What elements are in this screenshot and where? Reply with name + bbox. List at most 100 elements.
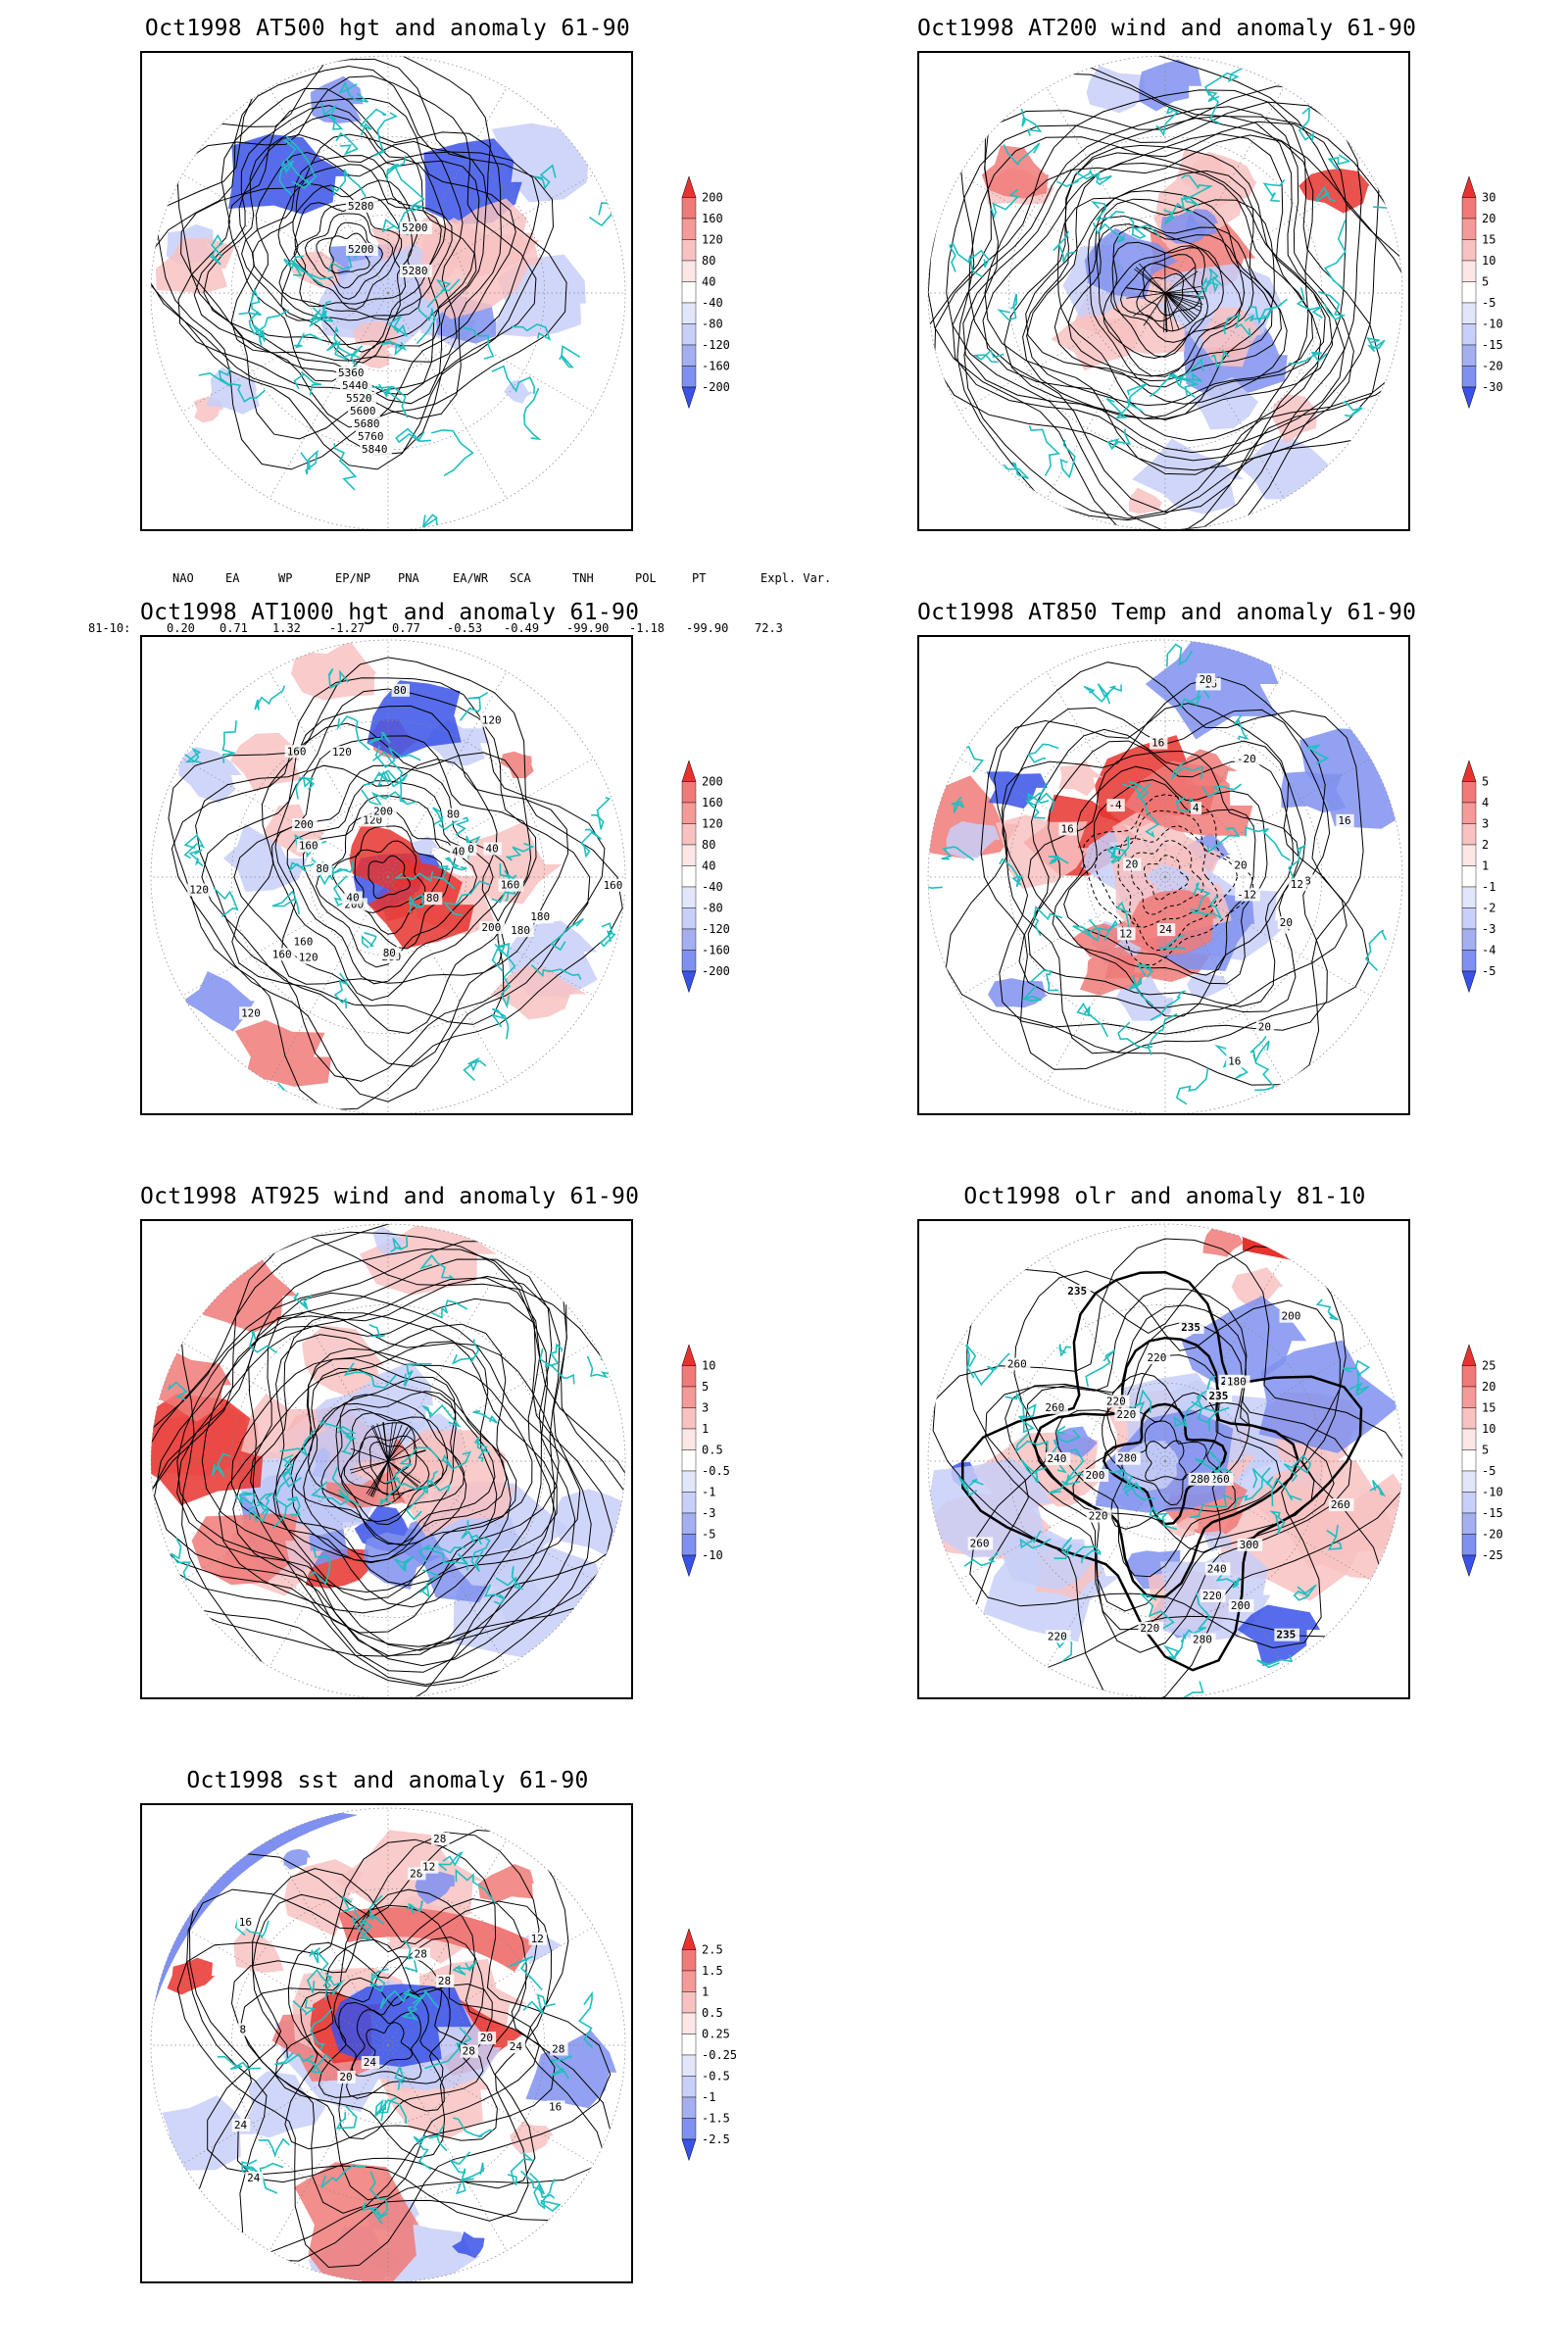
coastline — [1180, 1592, 1211, 1643]
contour-label: 12 — [531, 1933, 544, 1945]
contour-label: 28 — [433, 1833, 446, 1845]
coastline — [310, 2008, 333, 2050]
streamline — [1067, 198, 1273, 377]
colorbar-tick-label: -80 — [702, 318, 723, 331]
coastline — [394, 2065, 406, 2090]
map-frame: 28 24 28 24 20 16 12 8 24 28 16 12 20 24 28 28 28 — [140, 1803, 633, 2283]
contour-label: 80 — [447, 808, 460, 821]
polar-map — [927, 55, 1403, 529]
streamline — [1164, 292, 1194, 321]
coastline — [1223, 314, 1251, 339]
contour-line — [1063, 779, 1256, 976]
coastline — [308, 1545, 331, 1586]
contour-line — [278, 184, 414, 320]
contour-line — [177, 87, 502, 419]
coastline — [1019, 1530, 1052, 1549]
coastline — [436, 1851, 464, 1872]
coastline — [1364, 929, 1387, 971]
coastline — [1033, 906, 1063, 937]
coastline — [1318, 290, 1347, 320]
coastline — [1146, 1012, 1178, 1049]
streamline — [387, 1460, 421, 1484]
map-boundary — [150, 1807, 626, 2281]
coastline — [459, 692, 489, 721]
map-boundary — [150, 639, 626, 1113]
streamline — [386, 1460, 389, 1500]
coastline — [997, 293, 1018, 321]
coastline — [418, 1569, 439, 1598]
coastline — [452, 1960, 478, 1976]
coastline — [1091, 201, 1125, 220]
contour-label: 120 — [189, 884, 209, 897]
coastline — [1072, 918, 1101, 942]
coastline — [306, 1968, 331, 2000]
contour-line — [233, 735, 537, 1035]
coastline — [578, 1990, 594, 2049]
coastline — [1109, 845, 1122, 864]
contour-line — [960, 1270, 1363, 1672]
colorbar-tick-label: -15 — [1482, 1506, 1503, 1520]
contour-line — [293, 203, 403, 311]
coastline — [539, 1348, 575, 1385]
coastline — [359, 108, 387, 136]
streamline — [1143, 272, 1184, 317]
coastline — [1121, 1470, 1145, 1497]
coastline — [314, 300, 334, 322]
contour-line — [368, 855, 411, 900]
panel-title: Oct1998 AT1000 hgt and anomaly 61-90 — [140, 600, 640, 625]
contour-label: 120 — [241, 1006, 261, 1019]
coastline — [271, 1457, 293, 1529]
contour-line — [354, 840, 426, 913]
colorbar-tick-label: 5 — [1482, 775, 1489, 789]
coastline — [278, 159, 295, 196]
coastline — [1180, 194, 1200, 209]
coastline — [211, 1452, 232, 1478]
streamline — [1164, 270, 1199, 294]
coastline — [444, 857, 467, 871]
coastline — [1196, 1375, 1216, 1412]
contour-label: 5840 — [362, 443, 388, 456]
coastline — [1342, 1359, 1371, 1376]
colorbar-tick-label: -120 — [702, 338, 730, 352]
contour-label: 235 — [1209, 1390, 1229, 1402]
coastline — [1288, 351, 1328, 365]
coastline — [183, 833, 206, 859]
contour-label: 280 — [1193, 1634, 1212, 1646]
coastline — [1251, 1467, 1274, 1490]
coastline — [234, 1492, 257, 1505]
contour-label: 5280 — [348, 200, 374, 213]
index-value: -0.49 — [504, 621, 540, 635]
colorbar-tick-label: -0.25 — [702, 2048, 737, 2062]
contour-label: -12 — [1237, 888, 1256, 901]
contour-line — [186, 1832, 613, 2262]
index-name: EP/NP — [335, 571, 371, 585]
streamline — [250, 1341, 498, 1587]
streamline — [387, 1422, 397, 1462]
coastline — [304, 2053, 333, 2074]
contour-line — [1032, 1336, 1300, 1598]
contour-label: 120 — [482, 714, 502, 727]
coastline — [1053, 230, 1076, 264]
contour-label: 24 — [510, 2040, 523, 2053]
colorbar-sst: 2.5 1.5 1 0.5 0.25 -0.25 -0.5 -1 -1.5 -2.5 — [676, 1923, 823, 2276]
anomaly-shade — [283, 1848, 311, 1870]
coastline — [495, 1566, 524, 1591]
coastline — [1369, 1480, 1386, 1497]
contour-label: 240 — [1048, 1452, 1067, 1465]
colorbar-tick-label: -5 — [1482, 296, 1495, 310]
latitude-circle — [309, 798, 467, 956]
coastline — [990, 188, 1020, 220]
index-name: NAO — [172, 571, 194, 585]
panel-title: Oct1998 sst and anomaly 61-90 — [186, 1768, 589, 1793]
coastline — [395, 427, 431, 444]
coastline — [322, 1972, 345, 1997]
coastline — [490, 1007, 510, 1040]
colorbar-tick-label: 20 — [1482, 212, 1495, 225]
contour-line — [151, 56, 567, 470]
latitude-circle — [230, 1887, 546, 2203]
contour-label: -4 — [1108, 799, 1122, 811]
contour-line — [151, 58, 555, 470]
coastline — [390, 1235, 409, 1252]
coastline — [1054, 1537, 1073, 1560]
coastline — [1020, 1459, 1047, 1484]
